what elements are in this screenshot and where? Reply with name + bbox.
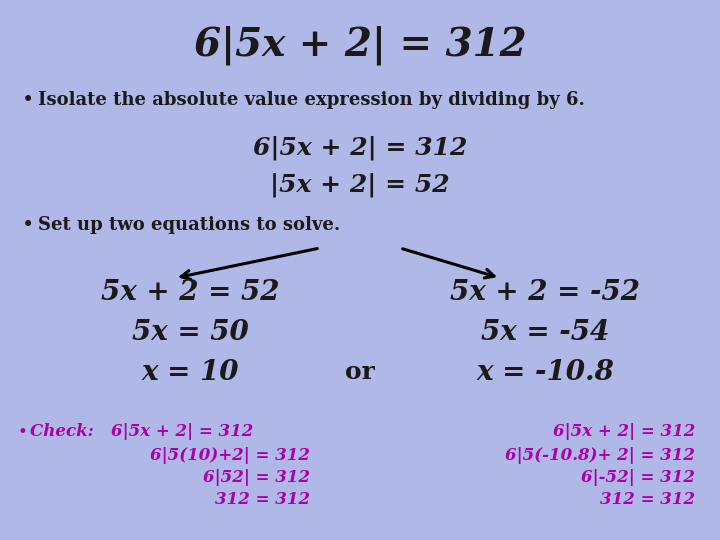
- Text: •: •: [18, 423, 28, 441]
- Text: or: or: [345, 360, 375, 384]
- Text: 6|5x + 2| = 312: 6|5x + 2| = 312: [194, 25, 526, 65]
- Text: |5x + 2| = 52: |5x + 2| = 52: [270, 173, 450, 197]
- Text: 6|52| = 312: 6|52| = 312: [203, 469, 310, 485]
- Text: 6|5(-10.8)+ 2| = 312: 6|5(-10.8)+ 2| = 312: [505, 447, 695, 463]
- Text: •: •: [22, 215, 35, 235]
- Text: 6|5x + 2| = 312: 6|5x + 2| = 312: [553, 423, 695, 441]
- Text: Check:   6|5x + 2| = 312: Check: 6|5x + 2| = 312: [30, 423, 253, 441]
- Text: 5x + 2 = -52: 5x + 2 = -52: [450, 279, 640, 306]
- Text: x = 10: x = 10: [141, 359, 239, 386]
- Text: 5x + 2 = 52: 5x + 2 = 52: [101, 279, 279, 306]
- Text: 312 = 312: 312 = 312: [600, 490, 695, 508]
- Text: 5x = 50: 5x = 50: [132, 319, 248, 346]
- Text: 6|5(10)+2| = 312: 6|5(10)+2| = 312: [150, 447, 310, 463]
- Text: 6|-52| = 312: 6|-52| = 312: [581, 469, 695, 485]
- Text: 6|5x + 2| = 312: 6|5x + 2| = 312: [253, 136, 467, 160]
- Text: Isolate the absolute value expression by dividing by 6.: Isolate the absolute value expression by…: [38, 91, 585, 109]
- Text: 312 = 312: 312 = 312: [215, 490, 310, 508]
- Text: x = -10.8: x = -10.8: [476, 359, 614, 386]
- Text: 5x = -54: 5x = -54: [481, 319, 609, 346]
- Text: •: •: [22, 90, 35, 110]
- Text: Set up two equations to solve.: Set up two equations to solve.: [38, 216, 341, 234]
